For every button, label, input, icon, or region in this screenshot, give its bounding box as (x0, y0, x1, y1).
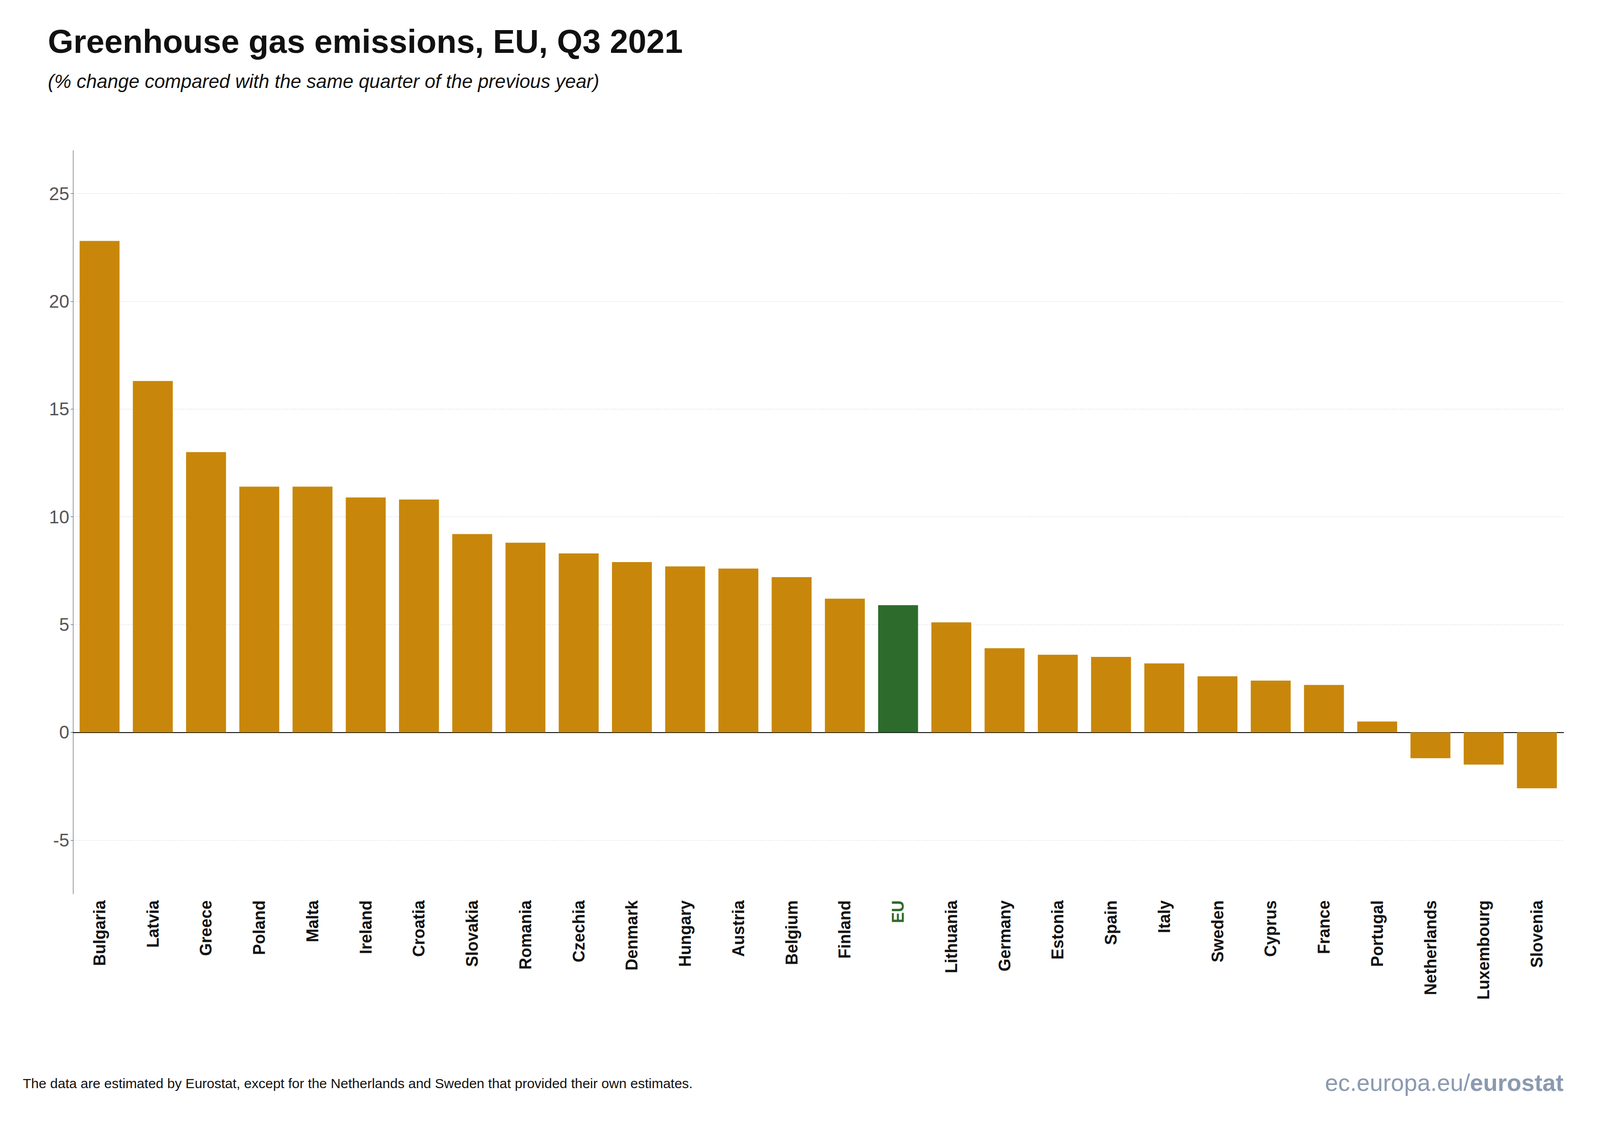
svg-text:France: France (1314, 900, 1334, 955)
svg-text:Portugal: Portugal (1367, 900, 1387, 968)
svg-text:Hungary: Hungary (675, 900, 695, 968)
svg-text:Czechia: Czechia (569, 900, 589, 963)
svg-text:The data are estimated by Euro: The data are estimated by Eurostat, exce… (22, 1076, 693, 1092)
svg-text:0: 0 (59, 722, 70, 743)
svg-text:EU: EU (888, 900, 908, 924)
svg-text:ec.europa.eu/: ec.europa.eu/ (1325, 1069, 1471, 1097)
svg-text:10: 10 (49, 507, 70, 528)
svg-text:Netherlands: Netherlands (1421, 900, 1440, 996)
svg-text:Bulgaria: Bulgaria (90, 900, 109, 967)
svg-text:Luxembourg: Luxembourg (1474, 900, 1493, 1000)
svg-text:Austria: Austria (729, 900, 748, 958)
svg-text:Italy: Italy (1154, 900, 1174, 934)
svg-text:Estonia: Estonia (1048, 900, 1067, 960)
svg-text:5: 5 (59, 614, 70, 635)
svg-text:Denmark: Denmark (622, 900, 642, 971)
svg-text:Slovenia: Slovenia (1527, 900, 1547, 969)
svg-text:eurostat: eurostat (1470, 1069, 1564, 1097)
svg-text:20: 20 (49, 291, 70, 312)
svg-text:Greece: Greece (196, 900, 216, 957)
svg-text:Greenhouse gas emissions, EU,: Greenhouse gas emissions, EU, Q3 2021 (47, 23, 684, 60)
svg-text:(% change compared with the sa: (% change compared with the same quarter… (47, 70, 600, 93)
svg-text:Germany: Germany (995, 900, 1015, 972)
svg-text:Lithuania: Lithuania (942, 900, 961, 974)
svg-text:Belgium: Belgium (782, 900, 802, 966)
svg-text:-5: -5 (52, 830, 70, 851)
svg-text:Croatia: Croatia (409, 900, 429, 958)
svg-text:Ireland: Ireland (356, 900, 376, 955)
svg-text:Cyprus: Cyprus (1261, 900, 1280, 958)
svg-text:15: 15 (49, 398, 70, 420)
svg-text:Poland: Poland (249, 900, 269, 956)
svg-text:Slovakia: Slovakia (462, 900, 482, 968)
svg-text:Romania: Romania (516, 900, 535, 970)
svg-text:Latvia: Latvia (143, 900, 163, 948)
svg-text:Spain: Spain (1101, 900, 1121, 946)
svg-text:25: 25 (49, 183, 70, 204)
svg-text:Malta: Malta (303, 900, 322, 943)
svg-text:Sweden: Sweden (1208, 900, 1228, 963)
svg-text:Finland: Finland (835, 900, 855, 959)
